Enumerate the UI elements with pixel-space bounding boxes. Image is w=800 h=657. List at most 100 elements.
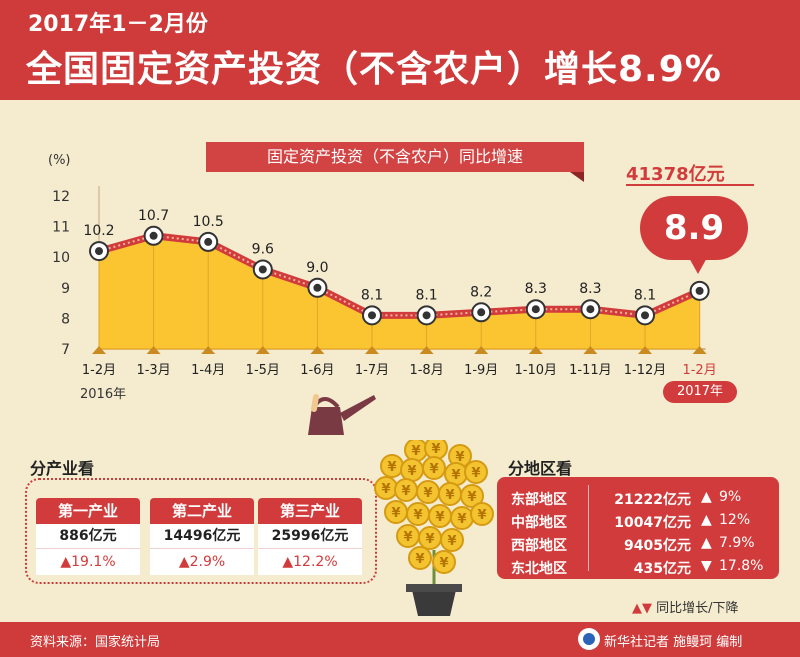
y-axis-label: (%) (48, 153, 71, 168)
yuan-symbol-icon: ¥ (401, 484, 410, 499)
data-label: 10.2 (83, 223, 114, 239)
total-amount: 41378亿元 (626, 164, 725, 185)
data-label: 9.6 (252, 241, 274, 257)
region-panel (497, 477, 779, 579)
header-subtitle: 2017年1－2月份 (28, 12, 208, 37)
yuan-symbol-icon: ¥ (467, 490, 476, 505)
yuan-symbol-icon: ¥ (439, 556, 448, 571)
chart-title: 固定资产投资（不含农户）同比增速 (206, 142, 584, 172)
industry-name: 第二产业 (150, 498, 254, 524)
industry-growth: ▲19.1% (36, 548, 140, 575)
data-point-center (95, 247, 103, 256)
x-tick-marker (146, 346, 161, 354)
x-tick-marker (310, 346, 325, 354)
yuan-symbol-icon: ¥ (407, 464, 416, 479)
data-label: 8.1 (634, 287, 656, 303)
yuan-symbol-icon: ¥ (431, 442, 440, 457)
region-value: 21222亿元 (614, 492, 691, 508)
yuan-symbol-icon: ¥ (423, 486, 432, 501)
trend-arrow-icon: ▲ (701, 512, 712, 528)
yuan-symbol-icon: ¥ (445, 488, 454, 503)
data-label: 9.0 (306, 260, 328, 276)
region-name: 东北地区 (511, 561, 567, 577)
x-tick-label: 1-12月 (624, 363, 667, 378)
banner-fold (570, 172, 584, 182)
coin-icon (422, 456, 446, 480)
industry-value: 14496亿元 (150, 524, 254, 548)
x-tick-label: 1-5月 (246, 363, 280, 378)
x-tick-marker (419, 346, 434, 354)
x-tick-label: 1-6月 (300, 363, 334, 378)
yuan-symbol-icon: ¥ (415, 552, 424, 567)
x-tick-label: 1-10月 (515, 363, 558, 378)
x-tick-label: 1-8月 (409, 363, 443, 378)
y-tick-label: 11 (52, 220, 70, 236)
industry-box (25, 478, 377, 584)
x-tick-marker (255, 346, 270, 354)
industry-card-tertiary: 第三产业 25996亿元 ▲12.2% (258, 498, 362, 575)
data-point-center (531, 305, 540, 314)
trend-arrow-icon: ▲ (701, 535, 712, 551)
data-point-center (313, 283, 322, 292)
industry-growth: ▲12.2% (258, 548, 362, 575)
yuan-symbol-icon: ¥ (455, 450, 464, 465)
yuan-symbol-icon: ¥ (403, 530, 412, 545)
x-tick-marker (638, 346, 652, 354)
region-growth: 17.8% (719, 558, 764, 574)
industry-card-primary: 第一产业 886亿元 ▲19.1% (36, 498, 140, 575)
coin-tree-icon: ¥ ¥¥¥ ¥ ¥ ¥ ¥¥ ¥ ¥ ¥ ¥¥ ¥ ¥ ¥ ¥¥ ¥ ¥¥ ¥ (374, 440, 494, 616)
xinhua-globe-icon (578, 628, 600, 650)
x-tick-label: 1-2月 (82, 363, 116, 378)
trend-arrow-icon: ▲ (701, 489, 712, 505)
region-growth: 12% (719, 512, 751, 528)
x-tick-marker (528, 346, 543, 354)
region-row-east: 东部地区 21222亿元 ▲ 9% (497, 489, 779, 509)
data-label: 10.7 (138, 208, 169, 224)
data-point-center (368, 311, 376, 320)
x-tick-marker (583, 346, 598, 354)
industry-name: 第三产业 (258, 498, 362, 524)
amount-underline (626, 184, 754, 186)
author-credit: 新华社记者 施鳗珂 编制 (604, 635, 743, 650)
header-banner: 2017年1－2月份 全国固定资产投资（不含农户）增长8.9% (0, 0, 800, 100)
yuan-symbol-icon: ¥ (477, 508, 486, 523)
yuan-symbol-icon: ¥ (457, 512, 466, 527)
yuan-symbol-icon: ¥ (447, 534, 456, 549)
data-point-center (422, 311, 431, 320)
x-tick-label: 1-2月 (682, 363, 716, 378)
growth-chart: (%) 7 8 9 10 11 12 10.2 1-2月 10.7 1-3月 10.5 1-4月 9.6 1… (48, 153, 717, 378)
data-label: 8.1 (415, 287, 437, 303)
header-title: 全国固定资产投资（不含农户）增长8.9% (26, 49, 722, 90)
yuan-symbol-icon: ¥ (387, 460, 396, 475)
x-tick-label: 1-4月 (191, 363, 225, 378)
y-tick-label: 7 (61, 342, 70, 358)
x-tick-label: 1-3月 (136, 363, 170, 378)
legend-text: 同比增长/下降 (656, 601, 739, 616)
data-point-center (477, 308, 486, 317)
x-tick-marker (474, 346, 489, 354)
region-value: 10047亿元 (614, 515, 691, 531)
y-tick-label: 12 (52, 189, 70, 205)
year-label-2016: 2016年 (80, 387, 127, 402)
coin-icon (470, 502, 494, 526)
coin-icon (408, 546, 432, 570)
yuan-symbol-icon: ¥ (429, 462, 438, 477)
x-tick-label: 1-7月 (355, 363, 389, 378)
yuan-symbol-icon: ¥ (381, 482, 390, 497)
industry-growth-value: 12.2% (293, 554, 338, 570)
region-growth: 9% (719, 489, 742, 505)
data-point-center (204, 237, 213, 246)
x-tick-label: 1-9月 (464, 363, 498, 378)
industry-name: 第一产业 (36, 498, 140, 524)
x-tick-marker (92, 346, 106, 354)
y-tick-label: 8 (61, 311, 70, 327)
data-point-center (258, 265, 267, 274)
region-row-northeast: 东北地区 435亿元 ▼ 17.8% (497, 558, 779, 578)
y-tick-label: 10 (52, 250, 70, 266)
region-name: 西部地区 (511, 538, 567, 554)
industry-value: 886亿元 (36, 524, 140, 548)
data-label: 8.3 (525, 281, 547, 297)
region-row-central: 中部地区 10047亿元 ▲ 12% (497, 512, 779, 532)
yuan-symbol-icon: ¥ (451, 468, 460, 483)
area-fill (98, 235, 701, 350)
